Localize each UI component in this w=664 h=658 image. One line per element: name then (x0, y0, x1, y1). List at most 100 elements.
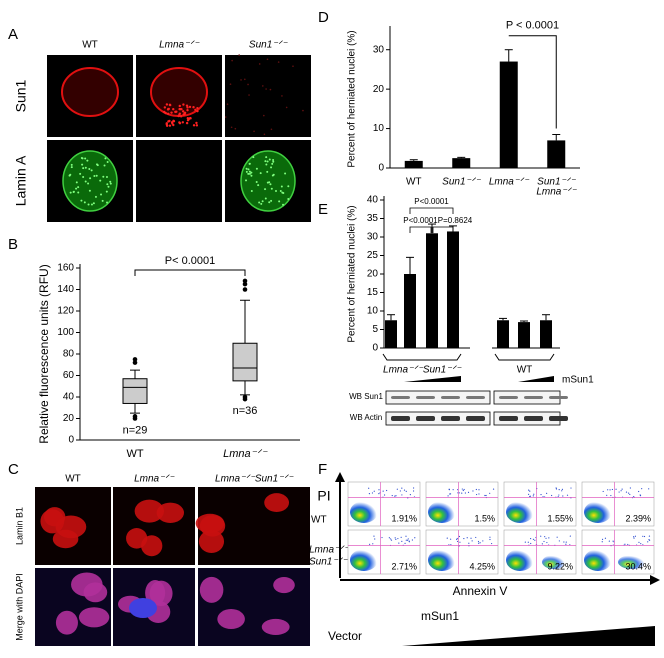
y-axis-label: Percent of herniated nuclei (%) (347, 205, 358, 342)
annotation: P=0.8624 (438, 216, 473, 225)
bar (404, 160, 423, 168)
band (499, 396, 518, 399)
speck (263, 133, 266, 136)
event (397, 537, 399, 540)
event (405, 539, 407, 541)
outlier (132, 357, 138, 362)
event (386, 489, 388, 492)
speck (253, 130, 255, 133)
y-tick-label: 20 (367, 269, 379, 280)
event (405, 490, 407, 493)
y-tick-label: 30 (373, 44, 385, 55)
aggregate (181, 121, 184, 124)
aggregate (187, 118, 190, 121)
column-header: Lmna⁻ᐟ⁻ (159, 40, 200, 51)
event (475, 536, 477, 539)
speck (245, 167, 248, 170)
nucleus (156, 502, 185, 523)
speck (277, 61, 280, 63)
y-tick-label: 40 (367, 195, 379, 206)
event (479, 542, 481, 544)
nucleus (261, 618, 290, 635)
significance-bracket (508, 35, 557, 129)
speck (101, 199, 104, 202)
speck (86, 159, 89, 162)
micrograph (225, 55, 311, 137)
event (484, 494, 486, 497)
event (641, 488, 643, 490)
event (400, 536, 402, 538)
event (565, 541, 567, 543)
event (555, 488, 558, 490)
speck (247, 83, 249, 86)
speck (94, 195, 97, 198)
dose-wedge (518, 376, 554, 382)
speck (96, 164, 99, 167)
panel-label: B (8, 236, 18, 253)
speck (84, 180, 87, 183)
x-tick-label: WT (406, 177, 422, 188)
y-tick-label: 120 (57, 306, 74, 317)
speck (287, 197, 290, 200)
bar (518, 322, 530, 348)
speck (250, 174, 253, 177)
outlier (132, 360, 138, 365)
y-tick-label: 10 (373, 123, 385, 134)
population (542, 555, 566, 569)
event (633, 536, 635, 538)
speck (248, 170, 251, 173)
event (457, 489, 459, 491)
event (556, 536, 558, 538)
event (546, 541, 548, 544)
band (524, 396, 543, 399)
speck (259, 172, 262, 175)
group-bracket (494, 353, 555, 361)
event (551, 494, 553, 497)
event (533, 493, 535, 495)
speck (89, 177, 92, 180)
speck (278, 200, 281, 203)
nucleus (134, 499, 165, 523)
speck (240, 79, 242, 81)
blot (385, 390, 491, 405)
population (584, 549, 612, 571)
speck (68, 174, 71, 177)
speck (102, 175, 105, 178)
nucleus (240, 150, 296, 212)
percent-label: 2.39% (625, 513, 651, 523)
speck (87, 182, 90, 185)
speck (270, 187, 273, 190)
event (478, 489, 480, 491)
speck (265, 163, 268, 166)
event (489, 492, 491, 494)
event (638, 541, 640, 543)
outlier (242, 281, 248, 287)
event (388, 537, 390, 539)
population (584, 501, 612, 523)
aggregate (167, 107, 170, 111)
event (632, 496, 635, 498)
population (506, 549, 534, 571)
event (489, 538, 491, 541)
band (416, 416, 435, 421)
aggregate (196, 106, 199, 110)
event (555, 487, 557, 489)
speck (72, 190, 75, 193)
event (468, 542, 470, 544)
event (532, 495, 534, 497)
speck (255, 167, 258, 170)
annotation: P<0.0001 (414, 197, 449, 206)
count-label: n=36 (233, 405, 258, 417)
speck (247, 172, 250, 175)
event (607, 489, 609, 491)
y-tick-label: 35 (367, 213, 379, 224)
speck (266, 170, 269, 173)
aggregate (163, 106, 167, 109)
bar (447, 231, 459, 348)
speck (262, 85, 264, 87)
event (485, 494, 487, 497)
event (566, 494, 569, 496)
y-tick-label: 15 (367, 287, 379, 298)
x-tick-label: Lmna⁻ᐟ⁻ (223, 448, 268, 460)
event (452, 489, 454, 491)
